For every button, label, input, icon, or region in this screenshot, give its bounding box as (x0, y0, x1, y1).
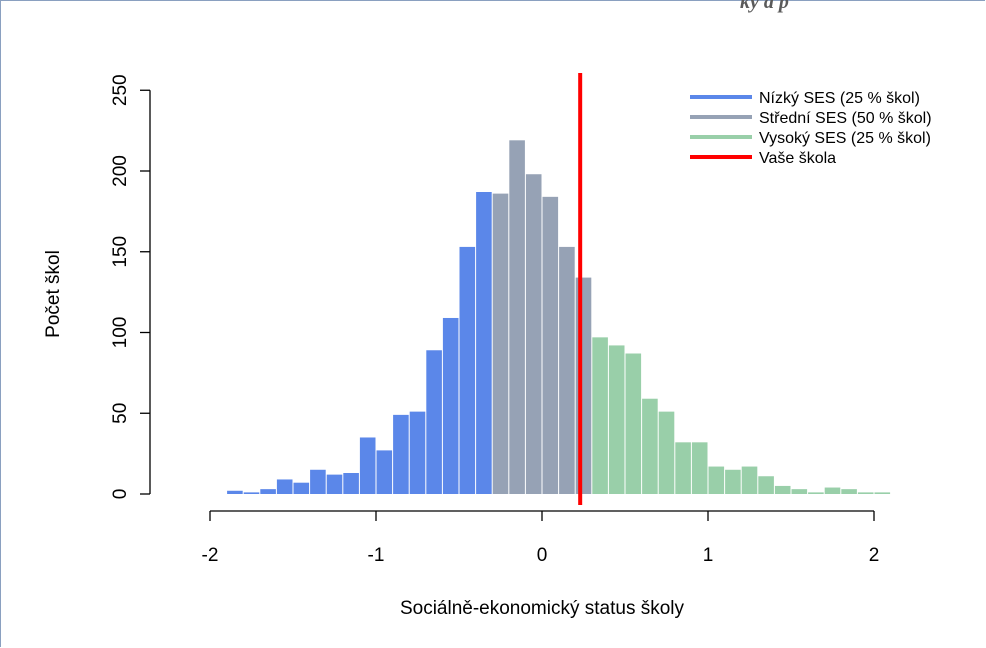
histogram-bar (542, 196, 559, 494)
histogram-bar (608, 345, 625, 494)
histogram-bar (691, 442, 708, 494)
histogram-bar (310, 469, 326, 494)
x-tick-label: 1 (703, 545, 714, 566)
legend-label: Vysoký SES (25 % škol) (759, 130, 931, 147)
histogram-bar (376, 450, 393, 494)
histogram-bar (409, 411, 426, 494)
histogram-bar (243, 492, 260, 494)
histogram-bar (260, 489, 276, 494)
legend: Nízký SES (25 % škol) Střední SES (50 % š… (690, 90, 932, 167)
y-tick-label: 150 (110, 236, 131, 268)
histogram-bar (758, 476, 774, 494)
y-axis: 0 50 100 150 200 250 (110, 74, 151, 500)
x-tick-label: 2 (869, 545, 880, 566)
histogram-bar (442, 317, 459, 494)
histogram-bar (525, 174, 542, 495)
x-tick-label: -2 (202, 545, 219, 566)
histogram-bar (791, 489, 808, 494)
y-tick-label: 250 (110, 74, 131, 106)
histogram-bar (426, 350, 442, 494)
x-tick-label: 0 (537, 545, 548, 566)
histogram-bar (874, 492, 891, 494)
legend-label: Nízký SES (25 % škol) (759, 90, 920, 107)
histogram-bar (227, 490, 243, 494)
legend-label: Vaše škola (759, 150, 836, 167)
x-axis-label: Sociálně-ekonomický status školy (400, 598, 685, 619)
histogram-bar (675, 442, 691, 494)
histogram-bar (774, 485, 791, 494)
histogram-bar (459, 246, 476, 494)
histogram-bar (592, 337, 608, 494)
histogram-bar (658, 411, 675, 494)
x-tick-label: -1 (368, 545, 385, 566)
histogram-bar (808, 492, 824, 494)
histogram-bar (359, 437, 376, 494)
histogram-bar (326, 474, 343, 494)
histogram-bar (741, 466, 758, 494)
histogram-bar (575, 277, 592, 494)
histogram-bar (559, 246, 575, 494)
histogram-bar (841, 489, 857, 494)
histogram-bar (857, 492, 874, 494)
clipped-heading-text: ky a p (740, 0, 789, 13)
y-tick-label: 0 (110, 489, 131, 500)
y-tick-label: 50 (110, 403, 131, 424)
y-tick-label: 100 (110, 317, 131, 349)
histogram-bar (276, 479, 293, 494)
histogram-bar (642, 398, 658, 494)
histogram-bar (293, 482, 310, 494)
histogram-bar (509, 140, 525, 494)
y-tick-label: 200 (110, 155, 131, 187)
legend-label: Střední SES (50 % škol) (759, 110, 932, 127)
histogram-bar (625, 353, 642, 494)
histogram-bar (476, 192, 492, 494)
histogram-bar (393, 414, 409, 494)
x-axis: -2 -1 0 1 2 (202, 510, 880, 566)
histogram-bar (824, 487, 841, 494)
bars-group (227, 140, 891, 495)
histogram-bar (343, 473, 359, 494)
y-axis-label: Počet škol (43, 250, 64, 338)
histogram-bar (492, 193, 509, 495)
histogram-bar (725, 469, 741, 494)
histogram-bar (708, 466, 725, 494)
